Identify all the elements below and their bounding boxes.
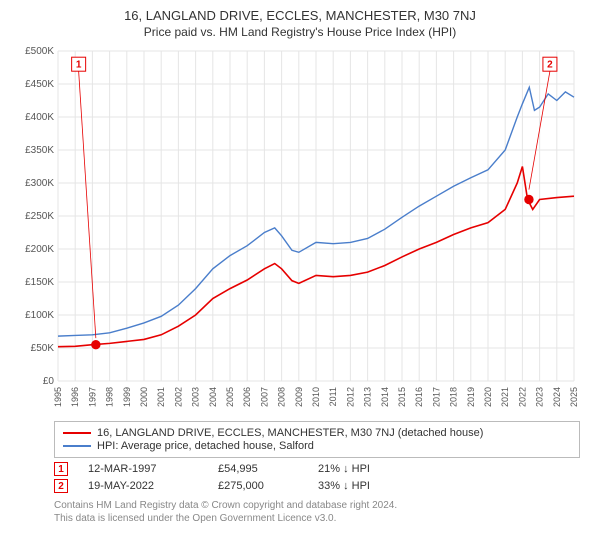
chart-title: 16, LANGLAND DRIVE, ECCLES, MANCHESTER, … <box>10 8 590 23</box>
svg-text:2: 2 <box>547 60 553 71</box>
svg-text:2011: 2011 <box>328 387 338 406</box>
svg-text:2015: 2015 <box>397 387 407 407</box>
license-line-1: Contains HM Land Registry data © Crown c… <box>54 499 580 512</box>
svg-text:£450K: £450K <box>25 79 54 90</box>
svg-text:2021: 2021 <box>500 387 510 407</box>
legend-swatch <box>63 432 91 434</box>
legend-row: HPI: Average price, detached house, Salf… <box>63 440 571 452</box>
legend-label: 16, LANGLAND DRIVE, ECCLES, MANCHESTER, … <box>97 427 483 439</box>
svg-text:2013: 2013 <box>363 387 373 407</box>
chart-svg: £0 £50K £100K £150K £200K £250K £300K £350K £400… <box>20 45 580 415</box>
transaction-diff: 33% ↓ HPI <box>318 480 370 492</box>
svg-text:£0: £0 <box>43 376 55 387</box>
svg-text:2020: 2020 <box>483 387 493 407</box>
svg-text:2010: 2010 <box>311 387 321 407</box>
legend-box: 16, LANGLAND DRIVE, ECCLES, MANCHESTER, … <box>54 421 580 458</box>
svg-text:2017: 2017 <box>431 387 441 407</box>
transaction-diff: 21% ↓ HPI <box>318 463 370 475</box>
svg-text:2016: 2016 <box>414 387 424 407</box>
legend-row: 16, LANGLAND DRIVE, ECCLES, MANCHESTER, … <box>63 427 571 439</box>
transaction-row: 2 19-MAY-2022 £275,000 33% ↓ HPI <box>54 479 580 493</box>
svg-text:2005: 2005 <box>225 387 235 407</box>
svg-text:1999: 1999 <box>122 387 132 407</box>
svg-text:£200K: £200K <box>25 244 54 255</box>
svg-text:2008: 2008 <box>277 387 287 407</box>
license-line-2: This data is licensed under the Open Gov… <box>54 512 580 525</box>
transaction-price: £54,995 <box>218 463 298 475</box>
transaction-price: £275,000 <box>218 480 298 492</box>
transaction-row: 1 12-MAR-1997 £54,995 21% ↓ HPI <box>54 462 580 476</box>
chart-subtitle: Price paid vs. HM Land Registry's House … <box>10 25 590 39</box>
svg-text:£150K: £150K <box>25 277 54 288</box>
svg-text:1995: 1995 <box>53 387 63 407</box>
svg-text:2014: 2014 <box>380 387 390 407</box>
chart-area: £0 £50K £100K £150K £200K £250K £300K £350K £400… <box>20 45 580 415</box>
license-text: Contains HM Land Registry data © Crown c… <box>54 499 580 525</box>
transactions-table: 1 12-MAR-1997 £54,995 21% ↓ HPI 2 19-MAY-2022… <box>54 462 580 493</box>
svg-text:2004: 2004 <box>208 387 218 407</box>
svg-text:2006: 2006 <box>242 387 252 407</box>
svg-text:2007: 2007 <box>259 387 269 407</box>
svg-text:2022: 2022 <box>517 387 527 407</box>
svg-text:£350K: £350K <box>25 145 54 156</box>
svg-text:£50K: £50K <box>31 343 55 354</box>
svg-text:1996: 1996 <box>70 387 80 407</box>
svg-text:2003: 2003 <box>191 387 201 407</box>
svg-text:2002: 2002 <box>173 387 183 407</box>
svg-text:2009: 2009 <box>294 387 304 407</box>
svg-text:2025: 2025 <box>569 387 579 407</box>
data-marker <box>92 341 100 349</box>
svg-text:2000: 2000 <box>139 387 149 407</box>
svg-text:£250K: £250K <box>25 211 54 222</box>
svg-text:£400K: £400K <box>25 112 54 123</box>
svg-text:£300K: £300K <box>25 178 54 189</box>
legend-swatch <box>63 445 91 447</box>
svg-text:2012: 2012 <box>345 387 355 407</box>
transaction-date: 12-MAR-1997 <box>88 463 198 475</box>
svg-text:2018: 2018 <box>449 387 459 407</box>
svg-text:2024: 2024 <box>552 387 562 407</box>
svg-text:£500K: £500K <box>25 46 54 57</box>
transaction-marker: 1 <box>54 462 68 476</box>
svg-text:1998: 1998 <box>105 387 115 407</box>
svg-text:2023: 2023 <box>535 387 545 407</box>
svg-text:£100K: £100K <box>25 310 54 321</box>
legend-label: HPI: Average price, detached house, Salf… <box>97 440 314 452</box>
svg-text:1997: 1997 <box>87 387 97 407</box>
svg-text:2019: 2019 <box>466 387 476 407</box>
transaction-date: 19-MAY-2022 <box>88 480 198 492</box>
data-marker <box>525 196 533 204</box>
chart-container: 16, LANGLAND DRIVE, ECCLES, MANCHESTER, … <box>0 0 600 560</box>
svg-text:1: 1 <box>76 60 82 71</box>
svg-text:2001: 2001 <box>156 387 166 407</box>
transaction-marker: 2 <box>54 479 68 493</box>
